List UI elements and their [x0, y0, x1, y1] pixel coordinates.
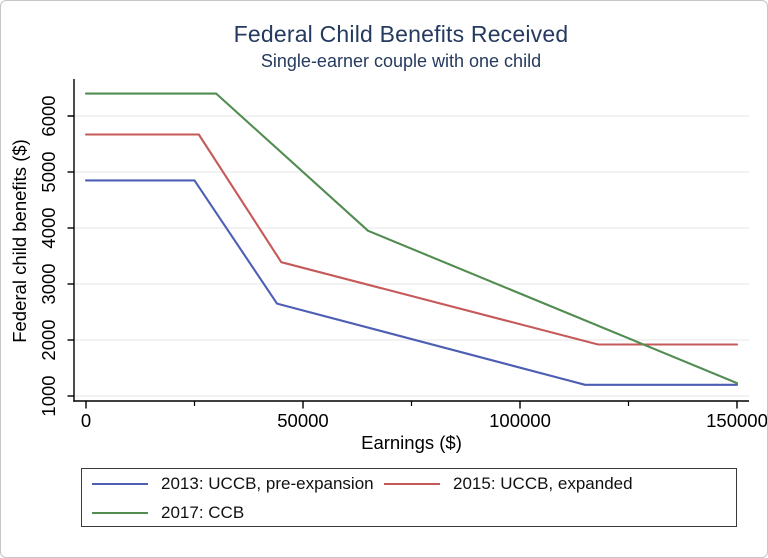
y-tick-label: 3000 — [38, 263, 59, 304]
x-tick-label: 0 — [81, 410, 91, 431]
legend-entry: 2013: UCCB, pre-expansion — [92, 474, 384, 494]
y-tick-label: 6000 — [38, 95, 59, 136]
chart-legend: 2013: UCCB, pre-expansion 2015: UCCB, exp… — [81, 468, 737, 527]
y-tick-label: 1000 — [38, 375, 59, 416]
legend-line-swatch — [92, 482, 148, 485]
legend-entry: 2015: UCCB, expanded — [384, 474, 736, 494]
y-tick-label: 4000 — [38, 207, 59, 248]
series-line — [84, 179, 739, 386]
legend-label: 2017: CCB — [161, 502, 245, 522]
series-line — [84, 92, 739, 385]
x-tick-label: 150000 — [706, 410, 767, 431]
x-tick-label: 100000 — [489, 410, 551, 431]
y-axis-title: Federal child benefits ($) — [9, 139, 30, 343]
plot-svg: 1000 2000 3000 4000 5000 6000 0 50000 100000 1500… — [9, 79, 767, 453]
series-line — [84, 133, 739, 346]
chart-title: Federal Child Benefits Received — [233, 21, 569, 47]
legend-entry: 2017: CCB — [92, 503, 384, 523]
x-tick-label: 50000 — [277, 410, 328, 431]
legend-line-swatch — [92, 511, 148, 514]
y-tick-label: 2000 — [38, 319, 59, 360]
x-axis-title: Earnings ($) — [361, 432, 462, 453]
legend-label: 2015: UCCB, expanded — [453, 473, 633, 493]
legend-label: 2013: UCCB, pre-expansion — [161, 473, 374, 493]
legend-line-swatch — [384, 482, 440, 485]
chart-subtitle: Single-earner couple with one child — [260, 51, 542, 71]
y-tick-label: 5000 — [38, 151, 59, 192]
